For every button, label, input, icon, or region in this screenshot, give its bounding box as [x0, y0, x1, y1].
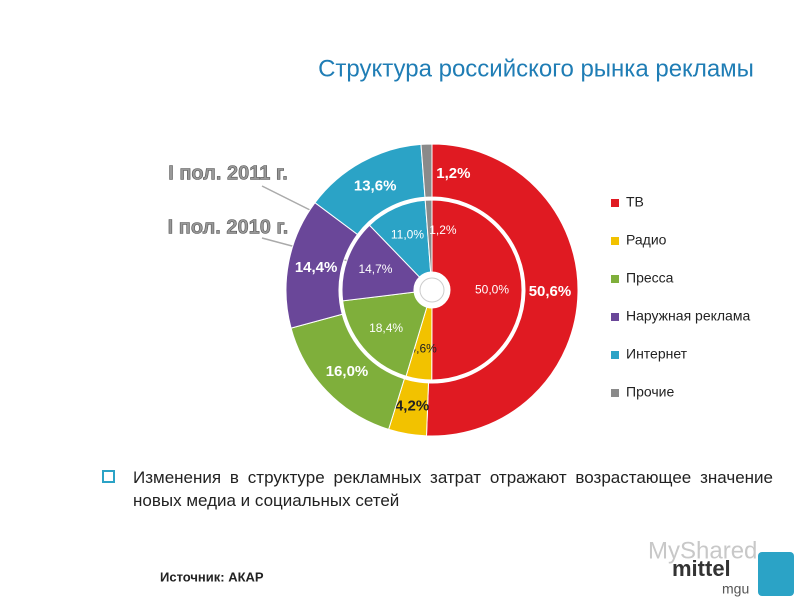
logo: mittel — [672, 556, 731, 581]
wedge — [341, 224, 421, 302]
legend-label: Наружная реклама — [626, 308, 750, 324]
value-label: 16,0% — [326, 363, 369, 380]
value-label: 1,2% — [429, 223, 457, 237]
wedge — [425, 143, 579, 437]
source: Источник: АКАР — [160, 569, 264, 584]
bullet-icon — [102, 470, 115, 483]
legend-label: Прочие — [626, 384, 674, 400]
value-label: 50,0% — [475, 282, 509, 296]
series-label: I пол. 2011 г. — [168, 162, 288, 184]
value-label: 18,4% — [369, 321, 403, 335]
value-label: 14,4% — [295, 259, 338, 276]
watermark: MyShared — [648, 537, 757, 564]
legend-swatch — [611, 199, 619, 207]
value-label: 4,2% — [395, 397, 429, 414]
wedge — [424, 199, 433, 273]
legend-swatch — [611, 351, 619, 359]
hole — [419, 277, 445, 303]
wedge — [342, 291, 428, 377]
legend-swatch — [611, 275, 619, 283]
chart-title: Структура российского рынка рекламы — [318, 55, 754, 82]
legend-swatch — [611, 313, 619, 321]
legend-label: ТВ — [626, 194, 644, 210]
value-label: 14,7% — [358, 262, 392, 276]
wedge — [431, 199, 523, 381]
legend-swatch — [611, 237, 619, 245]
logo-sub: mgu — [722, 581, 749, 597]
series-label: I пол. 2010 г. — [168, 216, 289, 238]
value-label: 11,0% — [391, 227, 424, 241]
bullet-text: Изменения в структуре рекламных затрат о… — [133, 468, 773, 510]
value-label: 50,6% — [529, 283, 572, 300]
legend-label: Пресса — [626, 270, 674, 286]
value-label: 1,2% — [436, 165, 470, 182]
wedge — [420, 143, 433, 198]
legend-swatch — [611, 389, 619, 397]
logo-mark — [758, 552, 794, 596]
legend-label: Интернет — [626, 346, 688, 362]
value-label: 13,6% — [354, 178, 397, 195]
value-label: 4,6% — [409, 342, 437, 356]
legend-label: Радио — [626, 232, 667, 248]
